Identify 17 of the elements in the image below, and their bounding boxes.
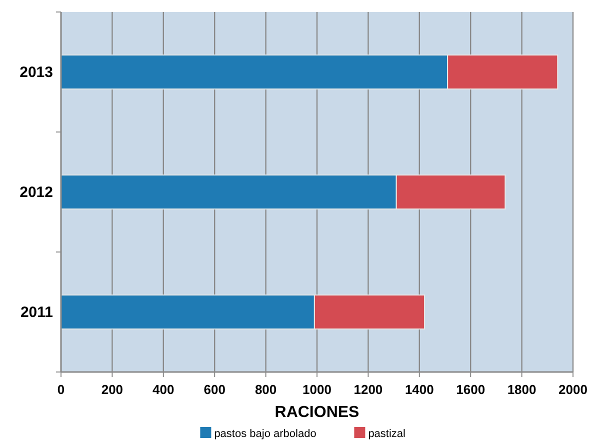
x-tick-label: 2000 xyxy=(558,382,588,397)
x-tick-label: 1200 xyxy=(354,382,383,397)
legend-label: pastos bajo arbolado xyxy=(214,428,316,440)
x-tick-label: 1600 xyxy=(456,382,486,397)
legend-label: pastizal xyxy=(368,428,406,440)
y-tick-label: 2011 xyxy=(20,304,53,321)
x-tick-label: 600 xyxy=(204,382,226,397)
x-tick-label: 1800 xyxy=(507,382,536,397)
y-tick-label: 2012 xyxy=(20,184,53,201)
x-tick-label: 200 xyxy=(101,382,124,397)
x-tick-label: 1000 xyxy=(302,382,332,397)
x-axis-title: RACIONES xyxy=(274,404,360,421)
x-tick-label: 1400 xyxy=(404,382,434,397)
x-tick-label: 400 xyxy=(152,382,174,397)
y-tick-label: 2013 xyxy=(20,64,53,81)
x-tick-label: 800 xyxy=(254,382,277,397)
x-tick-label: 0 xyxy=(57,382,65,397)
